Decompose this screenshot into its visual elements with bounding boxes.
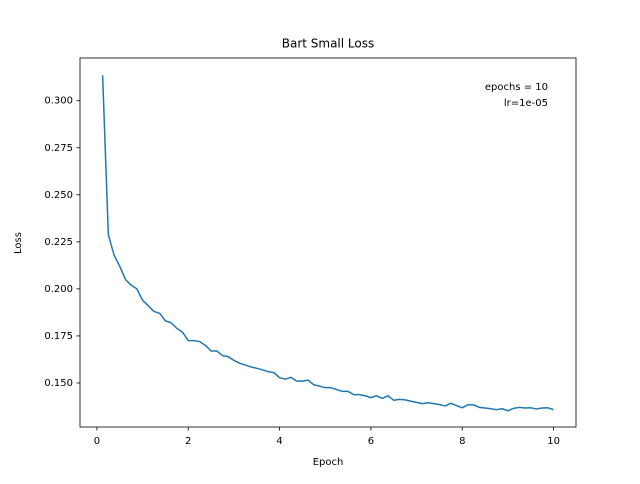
- chart-title: Bart Small Loss: [282, 37, 375, 51]
- x-tick-label: 4: [276, 436, 282, 447]
- x-tick-label: 2: [185, 436, 191, 447]
- y-tick-label: 0.300: [44, 96, 73, 107]
- y-tick-label: 0.175: [44, 331, 73, 342]
- x-tick-label: 6: [368, 436, 374, 447]
- y-tick-label: 0.225: [44, 237, 73, 248]
- line-series: [101, 75, 554, 412]
- plot-frame: [79, 57, 577, 428]
- x-tick-label: 8: [459, 436, 465, 447]
- y-tick-label: 0.150: [44, 378, 73, 389]
- x-axis-label: Epoch: [313, 457, 344, 468]
- y-tick-label: 0.275: [44, 143, 73, 154]
- x-tick-label: 10: [547, 436, 560, 447]
- y-tick-label: 0.250: [44, 190, 73, 201]
- x-tick-label: 0: [94, 436, 100, 447]
- y-axis-label: Loss: [13, 232, 24, 254]
- annotation: lr=1e-05: [504, 98, 548, 109]
- y-tick-label: 0.200: [44, 284, 73, 295]
- annotation: epochs = 10: [485, 82, 548, 93]
